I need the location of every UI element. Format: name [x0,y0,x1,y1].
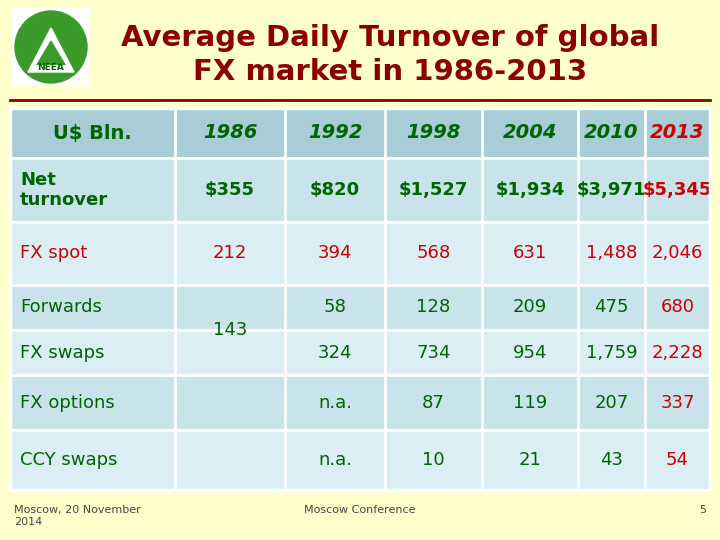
Text: 631: 631 [513,245,547,262]
Text: Moscow, 20 November
2014: Moscow, 20 November 2014 [14,505,140,526]
Text: 2013: 2013 [650,124,705,143]
FancyBboxPatch shape [10,285,710,330]
Text: 119: 119 [513,394,547,411]
FancyBboxPatch shape [10,375,710,430]
FancyBboxPatch shape [12,8,90,86]
Text: 2,228: 2,228 [652,343,703,361]
FancyBboxPatch shape [10,108,710,158]
FancyBboxPatch shape [10,158,710,222]
Text: 87: 87 [422,394,445,411]
Text: 21: 21 [518,451,541,469]
Text: 10: 10 [422,451,445,469]
Text: $5,345: $5,345 [643,181,712,199]
Text: 128: 128 [416,299,451,316]
Text: 1992: 1992 [307,124,362,143]
Text: 568: 568 [416,245,451,262]
FancyBboxPatch shape [10,430,710,490]
Text: 58: 58 [323,299,346,316]
Text: CCY swaps: CCY swaps [20,451,117,469]
Text: 1986: 1986 [203,124,257,143]
Text: FX swaps: FX swaps [20,343,104,361]
Text: 212: 212 [213,245,247,262]
Text: 207: 207 [595,394,629,411]
Text: 43: 43 [600,451,623,469]
Text: 143: 143 [213,321,247,339]
Polygon shape [28,28,74,72]
Text: n.a.: n.a. [318,394,352,411]
Text: $355: $355 [205,181,255,199]
Text: $820: $820 [310,181,360,199]
Text: 394: 394 [318,245,352,262]
Text: FX spot: FX spot [20,245,87,262]
Text: 2,046: 2,046 [652,245,703,262]
Text: n.a.: n.a. [318,451,352,469]
Text: 2004: 2004 [503,124,557,143]
Text: Moscow Conference: Moscow Conference [305,505,415,515]
FancyBboxPatch shape [10,330,710,375]
Text: 2010: 2010 [584,124,639,143]
Text: FX market in 1986-2013: FX market in 1986-2013 [193,58,587,86]
Text: 734: 734 [416,343,451,361]
Text: 1,759: 1,759 [585,343,637,361]
Text: 954: 954 [513,343,547,361]
Polygon shape [36,40,66,65]
Text: 337: 337 [660,394,695,411]
Text: 680: 680 [660,299,695,316]
Text: 209: 209 [513,299,547,316]
Text: 324: 324 [318,343,352,361]
Text: $1,934: $1,934 [495,181,564,199]
Text: Net
turnover: Net turnover [20,171,108,210]
Text: $3,971: $3,971 [577,181,646,199]
Text: U$ Bln.: U$ Bln. [53,124,132,143]
Text: 5: 5 [699,505,706,515]
Text: 1,488: 1,488 [586,245,637,262]
Text: FX options: FX options [20,394,114,411]
Text: 1998: 1998 [406,124,461,143]
Text: NEEA: NEEA [37,64,64,72]
Circle shape [15,11,87,83]
Text: $1,527: $1,527 [399,181,468,199]
Text: Average Daily Turnover of global: Average Daily Turnover of global [121,24,659,52]
Text: 54: 54 [666,451,689,469]
Text: 475: 475 [594,299,629,316]
FancyBboxPatch shape [10,222,710,285]
Text: Forwards: Forwards [20,299,102,316]
